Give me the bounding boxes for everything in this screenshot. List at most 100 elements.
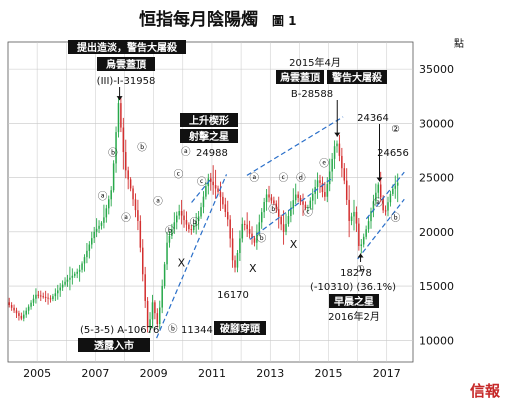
candle-body <box>379 184 382 198</box>
candle-body <box>324 192 326 197</box>
y-unit-label: 點 <box>454 37 464 50</box>
candle-body <box>108 199 110 209</box>
x-tick-label: 2009 <box>140 367 168 380</box>
trendline <box>156 174 228 339</box>
candle-body <box>355 211 358 224</box>
candle-body <box>200 207 202 217</box>
candle-body <box>83 257 86 264</box>
candle-body <box>115 132 117 164</box>
wave-label: ⓒ <box>279 173 289 184</box>
candle-body <box>120 103 122 128</box>
wave-label: ⓓ <box>296 173 306 184</box>
candle-body <box>304 204 307 209</box>
candle-body <box>57 290 59 294</box>
candle-body <box>100 222 103 226</box>
wave-label: ⓑ <box>190 217 200 228</box>
chart-title: 恒指每月陰陽燭 <box>139 9 258 30</box>
trendline <box>191 177 213 203</box>
annotation-apr2015: 2015年4月 <box>289 56 341 69</box>
candle-body <box>197 216 200 221</box>
candle-body <box>27 306 30 311</box>
candle-body <box>30 302 32 307</box>
candle-body <box>15 310 18 314</box>
candle-body <box>18 313 20 316</box>
x-tick-label: 2013 <box>256 367 284 380</box>
annotation-high-24656: 24656 <box>377 148 409 159</box>
candle-body <box>95 228 98 232</box>
y-tick-label: 10000 <box>419 334 454 347</box>
candle-body <box>353 211 355 217</box>
trendlines <box>116 87 405 339</box>
candle-body <box>122 127 125 153</box>
candle-body <box>229 219 231 239</box>
wave-label: ⓒ <box>303 208 313 219</box>
candle-body <box>389 193 392 203</box>
y-tick-label: 30000 <box>419 117 454 130</box>
candle-body <box>61 284 64 288</box>
candle-body <box>190 229 193 231</box>
annotation-warning-2015: 警告大屠殺 <box>331 71 383 84</box>
annotation-box <box>214 321 266 335</box>
candles <box>8 96 399 333</box>
candle-body <box>146 300 149 328</box>
annotations: 提出造淡，警告大屠殺 烏雲蓋頂 (III)-I-31958 上升楔形 射擊之星 … <box>68 40 409 352</box>
candle-body <box>112 163 115 191</box>
annotation-top-value: (III)-I-31958 <box>97 76 156 87</box>
candle-body <box>345 180 348 200</box>
annotation-high-24364: 24364 <box>357 113 389 124</box>
candle-body <box>156 313 159 324</box>
candle-body <box>394 185 397 189</box>
candle-body <box>231 238 234 261</box>
candle-body <box>47 297 49 299</box>
candle-body <box>224 204 227 212</box>
candle-body <box>23 314 25 319</box>
candle-body <box>71 275 74 278</box>
candle-body <box>139 220 142 248</box>
candle-body <box>256 232 258 243</box>
candle-body <box>282 224 285 232</box>
annotation-box <box>180 113 238 127</box>
wave-label: ⓑ <box>257 234 267 245</box>
candle-body <box>166 242 168 265</box>
candle-body <box>222 196 224 205</box>
candle-body <box>336 143 338 147</box>
candle-body <box>52 296 54 300</box>
candle-body <box>338 143 341 156</box>
candle-body <box>360 244 363 247</box>
annotation-b-2015: B-28588 <box>291 89 333 100</box>
annotation-wedge: 上升楔形 <box>189 114 229 127</box>
candle-body <box>175 215 178 223</box>
wave-label: ⓐ <box>249 173 259 184</box>
candle-body <box>103 217 105 223</box>
candle-body <box>44 296 47 298</box>
wave-label: ⓑ <box>268 204 278 215</box>
candle-body <box>285 223 287 232</box>
candle-body <box>299 197 302 202</box>
candle-body <box>265 194 268 202</box>
candle-body <box>277 209 280 217</box>
candle-body <box>25 310 27 315</box>
candle-body <box>151 302 154 320</box>
candle-body <box>180 211 183 216</box>
candle-body <box>311 193 314 201</box>
candle-body <box>110 190 112 200</box>
candle-body <box>350 216 353 221</box>
candle-body <box>149 319 151 328</box>
annotation-morning-star: 早晨之星 <box>334 295 374 308</box>
candle-body <box>253 238 256 243</box>
candle-body <box>243 223 246 225</box>
pointer-arrow <box>334 132 341 137</box>
candle-body <box>69 277 71 280</box>
candle-body <box>168 235 171 243</box>
candle-body <box>365 229 367 237</box>
candle-body <box>326 184 329 197</box>
wave-label: ① <box>356 264 365 275</box>
candle-body <box>117 103 120 133</box>
candle-body <box>384 210 387 212</box>
candle-body <box>268 194 270 198</box>
candle-body <box>13 307 15 311</box>
candle-body <box>219 191 222 197</box>
candle-body <box>8 302 10 306</box>
candle-body <box>163 264 166 286</box>
